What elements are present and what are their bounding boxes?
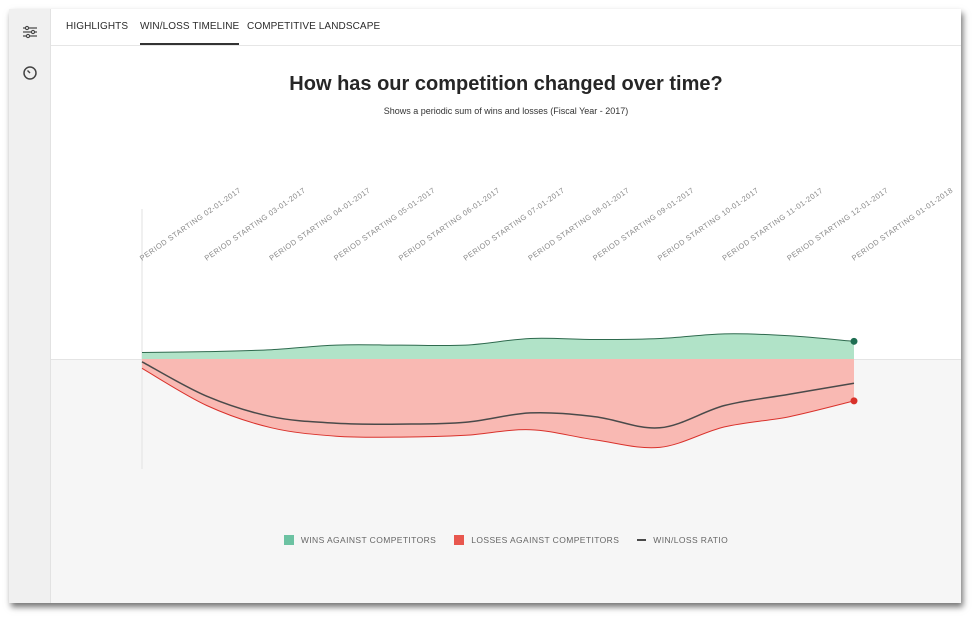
ratio-line: [141, 361, 855, 429]
x-tick-label: PERIOD STARTING 10-01-2017: [656, 186, 761, 263]
losses-area: [142, 359, 854, 448]
x-tick-label: PERIOD STARTING 03-01-2017: [203, 186, 308, 263]
x-tick-label: PERIOD STARTING 04-01-2017: [267, 186, 372, 263]
tab-win-loss-timeline[interactable]: WIN/LOSS TIMELINE: [140, 9, 240, 45]
sidebar: [9, 9, 51, 603]
wins-end-point: [850, 337, 858, 345]
x-tick-label: PERIOD STARTING 06-01-2017: [397, 186, 502, 263]
legend-swatch-wins: [283, 535, 294, 545]
legend-label-wins: WINS AGAINST COMPETITORS: [300, 535, 437, 545]
sliders-icon[interactable]: [21, 23, 39, 41]
x-tick-label: PERIOD STARTING 05-01-2017: [332, 186, 437, 263]
legend-item-ratio[interactable]: WIN/LOSS RATIO: [637, 535, 728, 545]
legend-swatch-losses: [454, 535, 465, 545]
losses-end-point: [850, 397, 858, 405]
x-tick-label: PERIOD STARTING 12-01-2017: [785, 186, 890, 263]
wins-line: [141, 333, 855, 353]
chart-title: How has our competition changed over tim…: [289, 73, 723, 95]
legend-item-wins[interactable]: WINS AGAINST COMPETITORS: [283, 535, 437, 545]
chart-subtitle: Shows a periodic sum of wins and losses …: [383, 106, 629, 116]
x-tick-label: PERIOD STARTING 01-01-2018: [850, 186, 955, 263]
wins-area: [142, 333, 854, 359]
losses-line: [141, 367, 855, 449]
x-tick-label: PERIOD STARTING 08-01-2017: [526, 186, 631, 263]
legend-swatch-ratio: [637, 539, 647, 541]
tab-bar: HIGHLIGHTS WIN/LOSS TIMELINE COMPETITIVE…: [51, 9, 961, 46]
chart-legend: WINS AGAINST COMPETITORS LOSSES AGAINST …: [51, 533, 961, 547]
x-tick-label: PERIOD STARTING 11-01-2017: [721, 186, 825, 263]
app-window: HIGHLIGHTS WIN/LOSS TIMELINE COMPETITIVE…: [9, 9, 961, 603]
x-tick-label: PERIOD STARTING 07-01-2017: [462, 186, 567, 263]
tab-competitive-landscape[interactable]: COMPETITIVE LANDSCAPE: [247, 21, 381, 32]
clock-icon[interactable]: [21, 64, 39, 82]
tab-highlights[interactable]: HIGHLIGHTS: [66, 21, 129, 32]
legend-label-ratio: WIN/LOSS RATIO: [653, 535, 729, 545]
legend-label-losses: LOSSES AGAINST COMPETITORS: [471, 535, 620, 545]
x-tick-label: PERIOD STARTING 09-01-2017: [591, 186, 696, 263]
x-tick-label: PERIOD STARTING 02-01-2017: [138, 186, 243, 263]
legend-item-losses[interactable]: LOSSES AGAINST COMPETITORS: [454, 535, 619, 545]
